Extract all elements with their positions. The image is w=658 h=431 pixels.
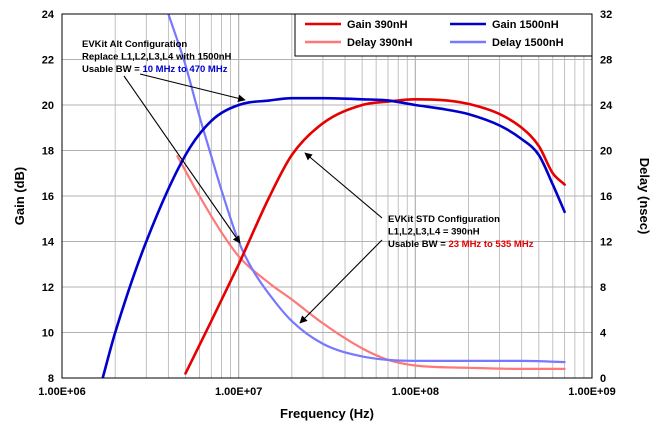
grid-lines [62, 14, 592, 378]
annotation-std-config-line: L1,L2,L3,L4 = 390nH [388, 227, 480, 238]
y-axis-label: Gain (dB) [12, 167, 27, 226]
y2-tick-label: 32 [600, 9, 612, 21]
tick-labels: 1.00E+06 1.00E+07 1.00E+08 1.00E+09 8 10 12 14 1… [38, 9, 615, 398]
legend-box [294, 13, 593, 57]
annotation-arrow [299, 239, 383, 324]
legend-label: Gain 1500nH [492, 19, 559, 31]
bw-value: 23 MHz to 535 MHz [448, 239, 533, 250]
y-tick-label: 14 [42, 237, 55, 249]
x-tick-label: 1.00E+06 [38, 386, 85, 398]
annotations: EVKit Alt Configuration Replace L1,L2,L3,… [82, 39, 534, 324]
y-tick-label: 12 [42, 282, 54, 294]
y2-tick-label: 20 [600, 146, 612, 158]
annotation-alt-config-line: EVKit Alt Configuration [82, 39, 187, 50]
y2-tick-label: 0 [600, 373, 606, 385]
x-tick-label: 1.00E+07 [215, 386, 262, 398]
annotation-arrow [304, 152, 383, 219]
legend: Gain 390nH Gain 1500nH Delay 390nH Delay 15… [294, 13, 593, 57]
annotation-alt-config-line: Replace L1,L2,L3,L4 with 1500nH [82, 52, 232, 63]
legend-label: Delay 1500nH [492, 37, 564, 49]
x-axis-label: Frequency (Hz) [280, 406, 374, 421]
annotation-arrow [123, 75, 241, 244]
y2-tick-label: 12 [600, 237, 612, 249]
y-tick-label: 20 [42, 100, 54, 112]
bw-prefix: Usable BW = [82, 64, 142, 75]
y2-tick-label: 28 [600, 55, 612, 67]
series-layer [101, 14, 566, 378]
y-tick-label: 22 [42, 55, 54, 67]
annotation-arrow [139, 73, 246, 103]
x-tick-label: 1.00E+09 [568, 386, 615, 398]
y2-axis-label: Delay (nsec) [637, 158, 652, 235]
series-line-gain-1500nh [101, 96, 566, 378]
annotation-std-config: EVKit STD Configuration L1,L2,L3,L4 = 390… [388, 214, 534, 250]
annotation-alt-config: EVKit Alt Configuration Replace L1,L2,L3,… [82, 39, 232, 75]
legend-label: Delay 390nH [347, 37, 412, 49]
annotation-alt-config-bw: Usable BW = 10 MHz to 470 MHz [82, 64, 228, 75]
x-tick-label: 1.00E+08 [392, 386, 439, 398]
y-tick-label: 18 [42, 146, 54, 158]
annotation-std-config-line: EVKit STD Configuration [388, 214, 500, 225]
y2-tick-label: 4 [600, 328, 607, 340]
y-tick-label: 10 [42, 328, 54, 340]
y2-tick-label: 16 [600, 191, 612, 203]
bw-prefix: Usable BW = [388, 239, 448, 250]
annotation-std-config-bw: Usable BW = 23 MHz to 535 MHz [388, 239, 534, 250]
y2-tick-label: 8 [600, 282, 606, 294]
series-line-delay-390nh [176, 155, 566, 370]
y-tick-label: 24 [42, 9, 55, 21]
y2-tick-label: 24 [600, 100, 613, 112]
y-tick-label: 16 [42, 191, 54, 203]
series-line-gain-390nh [184, 98, 566, 375]
y-tick-label: 8 [48, 373, 54, 385]
bw-value: 10 MHz to 470 MHz [142, 64, 227, 75]
legend-label: Gain 390nH [347, 19, 408, 31]
series-line-delay-1500nh [167, 14, 566, 364]
